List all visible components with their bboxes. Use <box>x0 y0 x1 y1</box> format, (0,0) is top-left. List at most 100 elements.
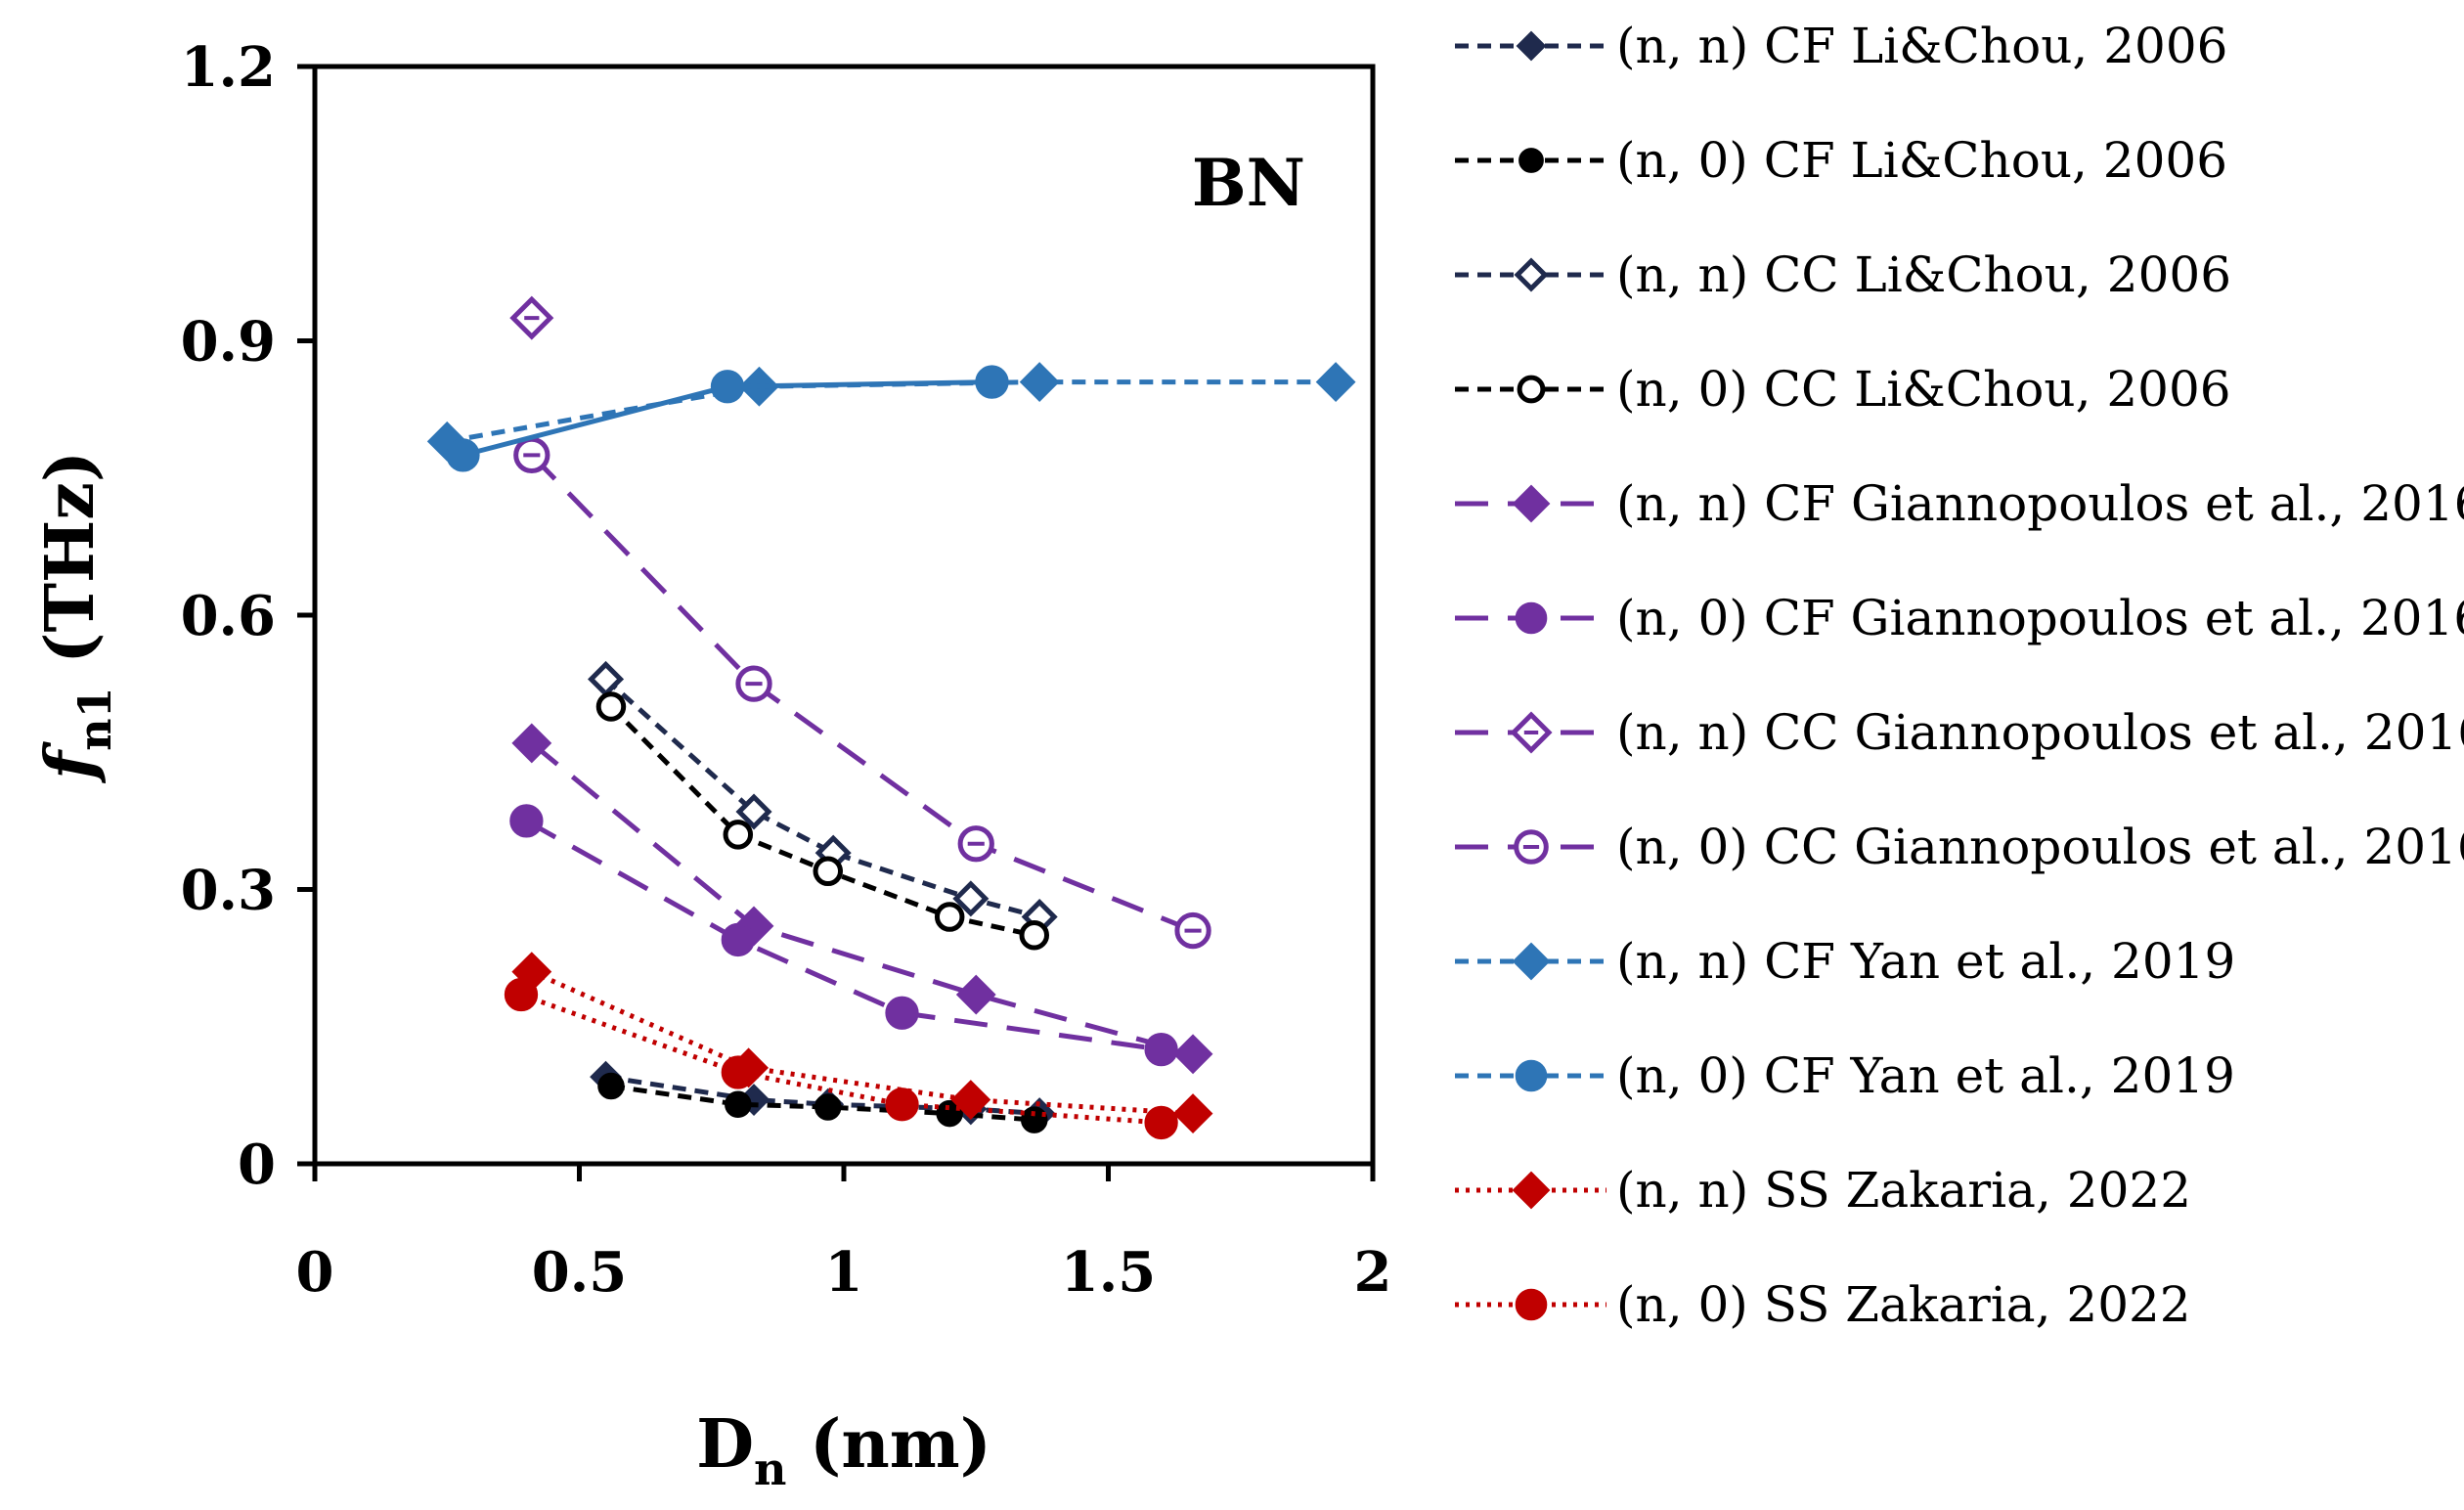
legend-item-9: (n, 0) CF Yan et al., 2019 <box>1455 1047 2235 1104</box>
legend-marker <box>1512 484 1551 523</box>
series-3 <box>595 691 1050 951</box>
series-line <box>530 453 1194 933</box>
legend-label: (n, 0) CF Giannopoulos et al., 2016 <box>1616 590 2464 646</box>
data-point <box>975 365 1009 399</box>
series-7 <box>513 436 1211 950</box>
legend-label: (n, 0) CC Giannopoulos et al., 2016 <box>1616 819 2464 875</box>
legend-marker <box>1517 375 1546 404</box>
data-point <box>1021 1106 1048 1133</box>
data-point <box>725 1090 752 1118</box>
x-tick-label: 2 <box>1354 1240 1392 1305</box>
y-tick-label: 0 <box>238 1132 276 1197</box>
legend-marker <box>1515 1288 1548 1321</box>
legend-item-2: (n, n) CC Li&Chou, 2006 <box>1455 246 2231 303</box>
data-point <box>955 974 996 1015</box>
legend-label: (n, n) CC Giannopoulos et al., 2016 <box>1616 704 2464 761</box>
legend-item-5: (n, 0) CF Giannopoulos et al., 2016 <box>1455 590 2464 646</box>
data-point <box>936 1099 963 1128</box>
data-point <box>952 880 990 917</box>
legend-item-7: (n, 0) CC Giannopoulos et al., 2016 <box>1455 819 2464 875</box>
x-tick-label: 0 <box>296 1240 334 1305</box>
series-line <box>525 819 1162 1052</box>
legend-item-3: (n, 0) CC Li&Chou, 2006 <box>1455 361 2231 418</box>
series-line <box>603 677 1040 919</box>
data-point <box>1144 1105 1178 1140</box>
legend-marker <box>1518 148 1544 173</box>
data-point <box>814 1093 842 1121</box>
legend-label: (n, n) CF Giannopoulos et al., 2016 <box>1616 475 2464 532</box>
data-point <box>735 793 772 830</box>
data-point <box>721 1055 755 1089</box>
data-point <box>723 820 754 850</box>
series-8 <box>426 362 1356 462</box>
legend-item-11: (n, 0) SS Zakaria, 2022 <box>1455 1276 2191 1333</box>
chart-annotation: BN <box>1192 145 1305 221</box>
data-point <box>710 370 745 404</box>
legend-marker <box>1514 257 1549 292</box>
legend-item-1: (n, 0) CF Li&Chou, 2006 <box>1455 132 2227 189</box>
x-tick-label: 0.5 <box>532 1240 627 1305</box>
y-tick-label: 0.3 <box>181 859 276 923</box>
plot-layer: 0 0.3 0.6 0.9 1.2 0 0.5 1 1.5 2 BN Dn (nm) fn1 (THz) <box>31 35 1391 1495</box>
legend-marker <box>1515 601 1548 635</box>
x-tick-label: 1.5 <box>1061 1240 1156 1305</box>
x-tick-label: 1 <box>825 1240 863 1305</box>
series-line <box>605 1074 1040 1117</box>
legend-label: (n, n) SS Zakaria, 2022 <box>1616 1162 2191 1219</box>
series-line <box>520 992 1162 1126</box>
data-point <box>1315 362 1356 402</box>
data-point <box>813 856 844 887</box>
series-6 <box>509 295 554 340</box>
y-tick-label: 1.2 <box>181 35 276 100</box>
legend-item-6: (n, n) CC Giannopoulos et al., 2016 <box>1455 704 2464 761</box>
data-point <box>595 691 627 722</box>
data-point <box>934 902 965 932</box>
series-line <box>530 740 1194 1057</box>
plot-frame <box>312 64 1376 1167</box>
legend-marker <box>1512 942 1551 981</box>
data-point <box>511 723 552 764</box>
legend-marker <box>1516 30 1547 62</box>
y-tick-label: 0.6 <box>181 584 276 648</box>
series-5 <box>509 804 1178 1067</box>
legend-marker <box>1512 1171 1551 1210</box>
series-line <box>610 1084 1034 1123</box>
series-line <box>446 379 1337 444</box>
series-4 <box>511 723 1213 1075</box>
data-point <box>446 438 480 472</box>
data-point <box>885 1088 919 1122</box>
legend-marker <box>1515 1059 1548 1092</box>
legend-item-0: (n, n) CF Li&Chou, 2006 <box>1455 18 2227 74</box>
series-9 <box>446 365 1009 472</box>
series-11 <box>504 977 1178 1140</box>
data-point <box>1019 362 1060 402</box>
legend-label: (n, 0) CF Li&Chou, 2006 <box>1616 132 2227 189</box>
data-point <box>1019 920 1050 951</box>
data-point <box>509 804 544 838</box>
series-1 <box>597 1072 1048 1133</box>
legend-label: (n, n) CF Li&Chou, 2006 <box>1616 18 2227 74</box>
legend-label: (n, n) CC Li&Chou, 2006 <box>1616 246 2231 303</box>
series-2 <box>588 660 1058 936</box>
data-point <box>504 977 539 1012</box>
legend-label: (n, 0) CF Yan et al., 2019 <box>1616 1047 2235 1104</box>
data-point <box>721 922 755 957</box>
legend-label: (n, 0) SS Zakaria, 2022 <box>1616 1276 2191 1333</box>
legend-label: (n, 0) CC Li&Chou, 2006 <box>1616 361 2231 418</box>
data-point <box>597 1072 625 1100</box>
series-line <box>530 969 1194 1117</box>
y-tick-label: 0.9 <box>181 310 276 375</box>
data-point <box>588 660 625 697</box>
data-point <box>1144 1032 1178 1067</box>
legend-item-8: (n, n) CF Yan et al., 2019 <box>1455 933 2235 990</box>
legend: (n, n) CF Li&Chou, 2006 (n, 0) CF Li&Chou… <box>1455 18 2464 1333</box>
legend-item-10: (n, n) SS Zakaria, 2022 <box>1455 1162 2191 1219</box>
legend-item-4: (n, n) CF Giannopoulos et al., 2016 <box>1455 475 2464 532</box>
legend-label: (n, n) CF Yan et al., 2019 <box>1616 933 2235 990</box>
data-point <box>1172 1034 1213 1075</box>
data-point <box>885 996 919 1030</box>
data-point <box>1172 1093 1213 1133</box>
y-axis-title: fn1 (THz) <box>31 451 121 783</box>
